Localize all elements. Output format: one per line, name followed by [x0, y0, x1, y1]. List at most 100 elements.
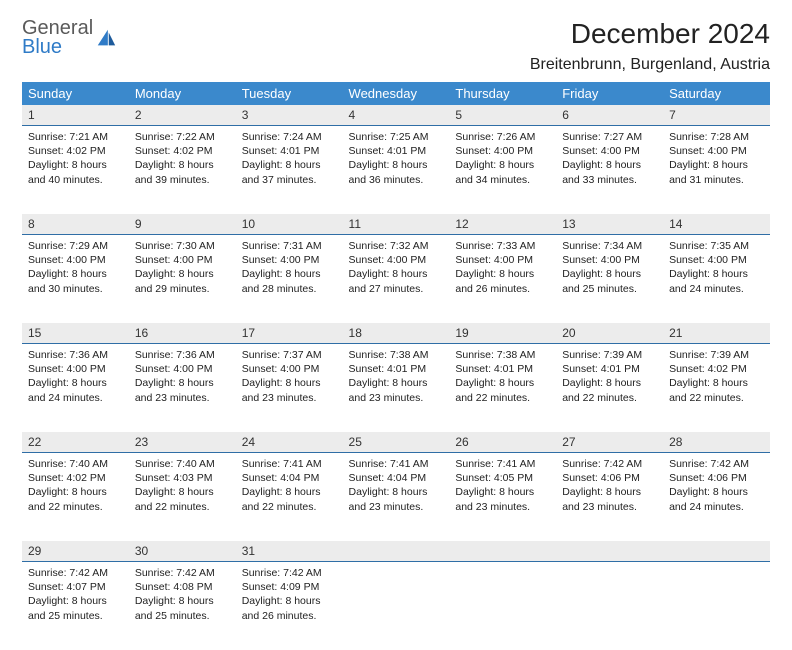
day-detail-line: Sunset: 4:09 PM — [242, 580, 337, 594]
day-detail-line: and 24 minutes. — [669, 282, 764, 296]
day-number: 31 — [236, 541, 343, 562]
day-number: 21 — [663, 323, 770, 344]
day-detail-line: Daylight: 8 hours — [455, 376, 550, 390]
day-cell: Sunrise: 7:42 AMSunset: 4:09 PMDaylight:… — [236, 562, 343, 650]
daynum-row: 1234567 — [22, 105, 770, 126]
day-detail-line: Sunset: 4:01 PM — [455, 362, 550, 376]
day-detail-line: and 27 minutes. — [349, 282, 444, 296]
day-detail-line: Daylight: 8 hours — [242, 594, 337, 608]
day-detail-line: Sunrise: 7:39 AM — [562, 348, 657, 362]
day-details: Sunrise: 7:39 AMSunset: 4:02 PMDaylight:… — [663, 344, 770, 413]
weekday-header: Wednesday — [343, 82, 450, 105]
day-detail-line: Sunset: 4:01 PM — [349, 362, 444, 376]
day-number: 6 — [556, 105, 663, 126]
day-detail-line: Daylight: 8 hours — [135, 267, 230, 281]
day-details: Sunrise: 7:37 AMSunset: 4:00 PMDaylight:… — [236, 344, 343, 413]
day-detail-line: and 23 minutes. — [455, 500, 550, 514]
day-cell: Sunrise: 7:40 AMSunset: 4:02 PMDaylight:… — [22, 453, 129, 541]
day-detail-line: Sunset: 4:00 PM — [669, 144, 764, 158]
day-detail-line: Sunset: 4:00 PM — [455, 144, 550, 158]
day-detail-line: Sunset: 4:01 PM — [562, 362, 657, 376]
day-detail-line: and 22 minutes. — [242, 500, 337, 514]
daynum-row: 22232425262728 — [22, 432, 770, 453]
day-cell: Sunrise: 7:29 AMSunset: 4:00 PMDaylight:… — [22, 235, 129, 323]
day-detail-line: Daylight: 8 hours — [28, 158, 123, 172]
day-detail-line: Sunrise: 7:29 AM — [28, 239, 123, 253]
day-cell: Sunrise: 7:27 AMSunset: 4:00 PMDaylight:… — [556, 126, 663, 214]
day-details: Sunrise: 7:38 AMSunset: 4:01 PMDaylight:… — [449, 344, 556, 413]
day-cell: Sunrise: 7:21 AMSunset: 4:02 PMDaylight:… — [22, 126, 129, 214]
day-detail-line: Sunset: 4:01 PM — [242, 144, 337, 158]
day-cell: Sunrise: 7:42 AMSunset: 4:08 PMDaylight:… — [129, 562, 236, 650]
day-detail-line: Daylight: 8 hours — [135, 485, 230, 499]
day-detail-line: and 28 minutes. — [242, 282, 337, 296]
month-title: December 2024 — [530, 18, 770, 50]
weekday-header: Thursday — [449, 82, 556, 105]
week-row: Sunrise: 7:40 AMSunset: 4:02 PMDaylight:… — [22, 453, 770, 541]
day-number: 23 — [129, 432, 236, 453]
day-detail-line: Sunrise: 7:42 AM — [28, 566, 123, 580]
day-number: 25 — [343, 432, 450, 453]
day-cell: Sunrise: 7:42 AMSunset: 4:07 PMDaylight:… — [22, 562, 129, 650]
day-detail-line: Daylight: 8 hours — [28, 594, 123, 608]
day-number: 7 — [663, 105, 770, 126]
day-details: Sunrise: 7:42 AMSunset: 4:09 PMDaylight:… — [236, 562, 343, 631]
day-detail-line: and 25 minutes. — [28, 609, 123, 623]
day-detail-line: and 23 minutes. — [349, 391, 444, 405]
day-number: 8 — [22, 214, 129, 235]
day-detail-line: Daylight: 8 hours — [135, 158, 230, 172]
day-number: 3 — [236, 105, 343, 126]
day-details: Sunrise: 7:42 AMSunset: 4:08 PMDaylight:… — [129, 562, 236, 631]
day-detail-line: Sunset: 4:00 PM — [242, 362, 337, 376]
day-cell: Sunrise: 7:26 AMSunset: 4:00 PMDaylight:… — [449, 126, 556, 214]
day-cell: Sunrise: 7:38 AMSunset: 4:01 PMDaylight:… — [449, 344, 556, 432]
day-number: 2 — [129, 105, 236, 126]
day-details: Sunrise: 7:33 AMSunset: 4:00 PMDaylight:… — [449, 235, 556, 304]
day-detail-line: Sunrise: 7:30 AM — [135, 239, 230, 253]
day-detail-line: Daylight: 8 hours — [669, 485, 764, 499]
day-detail-line: Sunset: 4:00 PM — [135, 253, 230, 267]
day-detail-line: Daylight: 8 hours — [562, 376, 657, 390]
day-detail-line: Sunrise: 7:42 AM — [135, 566, 230, 580]
day-number-blank — [556, 541, 663, 562]
day-detail-line: Daylight: 8 hours — [669, 158, 764, 172]
day-number: 11 — [343, 214, 450, 235]
day-detail-line: Daylight: 8 hours — [242, 158, 337, 172]
day-detail-line: Daylight: 8 hours — [669, 267, 764, 281]
brand-logo: General Blue — [22, 18, 117, 58]
day-cell: Sunrise: 7:32 AMSunset: 4:00 PMDaylight:… — [343, 235, 450, 323]
day-detail-line: and 37 minutes. — [242, 173, 337, 187]
day-detail-line: Sunset: 4:02 PM — [28, 144, 123, 158]
day-detail-line: Daylight: 8 hours — [349, 158, 444, 172]
day-cell: Sunrise: 7:38 AMSunset: 4:01 PMDaylight:… — [343, 344, 450, 432]
day-detail-line: Sunset: 4:00 PM — [135, 362, 230, 376]
week-row: Sunrise: 7:21 AMSunset: 4:02 PMDaylight:… — [22, 126, 770, 214]
weekday-header: Tuesday — [236, 82, 343, 105]
day-detail-line: Sunrise: 7:36 AM — [135, 348, 230, 362]
day-detail-line: Sunrise: 7:41 AM — [242, 457, 337, 471]
daynum-row: 15161718192021 — [22, 323, 770, 344]
day-cell: Sunrise: 7:22 AMSunset: 4:02 PMDaylight:… — [129, 126, 236, 214]
day-detail-line: and 40 minutes. — [28, 173, 123, 187]
day-detail-line: Sunrise: 7:41 AM — [349, 457, 444, 471]
day-details: Sunrise: 7:40 AMSunset: 4:03 PMDaylight:… — [129, 453, 236, 522]
day-details: Sunrise: 7:29 AMSunset: 4:00 PMDaylight:… — [22, 235, 129, 304]
day-number: 13 — [556, 214, 663, 235]
day-number: 27 — [556, 432, 663, 453]
day-detail-line: Sunset: 4:06 PM — [669, 471, 764, 485]
day-number: 9 — [129, 214, 236, 235]
day-detail-line: Daylight: 8 hours — [562, 485, 657, 499]
day-detail-line: and 34 minutes. — [455, 173, 550, 187]
day-detail-line: Sunrise: 7:42 AM — [669, 457, 764, 471]
day-detail-line: and 23 minutes. — [349, 500, 444, 514]
day-detail-line: Daylight: 8 hours — [349, 485, 444, 499]
day-cell: Sunrise: 7:42 AMSunset: 4:06 PMDaylight:… — [556, 453, 663, 541]
day-detail-line: Sunset: 4:02 PM — [669, 362, 764, 376]
weekday-header: Monday — [129, 82, 236, 105]
weekday-header: Friday — [556, 82, 663, 105]
day-number-blank — [343, 541, 450, 562]
day-detail-line: Sunset: 4:00 PM — [28, 253, 123, 267]
day-details: Sunrise: 7:27 AMSunset: 4:00 PMDaylight:… — [556, 126, 663, 195]
day-cell: Sunrise: 7:41 AMSunset: 4:05 PMDaylight:… — [449, 453, 556, 541]
day-cell: Sunrise: 7:30 AMSunset: 4:00 PMDaylight:… — [129, 235, 236, 323]
